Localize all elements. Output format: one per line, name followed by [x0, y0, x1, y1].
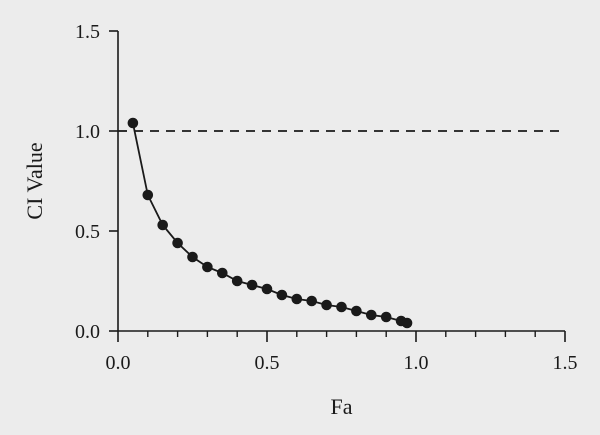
y-tick-label: 0.0	[75, 321, 100, 343]
y-tick-label: 0.5	[75, 221, 100, 243]
x-tick-label: 1.5	[553, 352, 578, 374]
x-axis-title: Fa	[331, 394, 353, 419]
data-point	[142, 189, 154, 201]
axes	[117, 31, 565, 332]
data-point	[202, 261, 213, 273]
data-point	[231, 275, 243, 287]
data-point	[157, 219, 168, 231]
data-point	[366, 309, 377, 321]
x-tick-label: 1.0	[404, 352, 429, 374]
y-axis-title: CI Value	[22, 142, 47, 219]
data-point	[380, 311, 392, 323]
data-point	[127, 117, 139, 129]
data-point	[351, 305, 362, 317]
axis-ticks: 0.0 0.5 1.0 1.5 0.0 0.5 1.0 1.5	[75, 21, 578, 374]
data-point	[321, 299, 332, 311]
data-point	[276, 289, 288, 301]
y-tick-label: 1.0	[75, 121, 100, 143]
data-point	[172, 237, 183, 249]
series-layer	[127, 117, 413, 329]
data-point	[291, 293, 303, 305]
data-point	[306, 295, 318, 307]
data-point	[336, 301, 347, 313]
y-tick-label: 1.5	[75, 21, 100, 43]
data-point	[217, 267, 228, 279]
data-point	[401, 317, 413, 329]
x-tick-label: 0.0	[106, 352, 131, 374]
data-point	[246, 279, 258, 291]
x-tick-label: 0.5	[255, 352, 280, 374]
data-point	[261, 283, 273, 295]
data-point	[187, 251, 198, 263]
